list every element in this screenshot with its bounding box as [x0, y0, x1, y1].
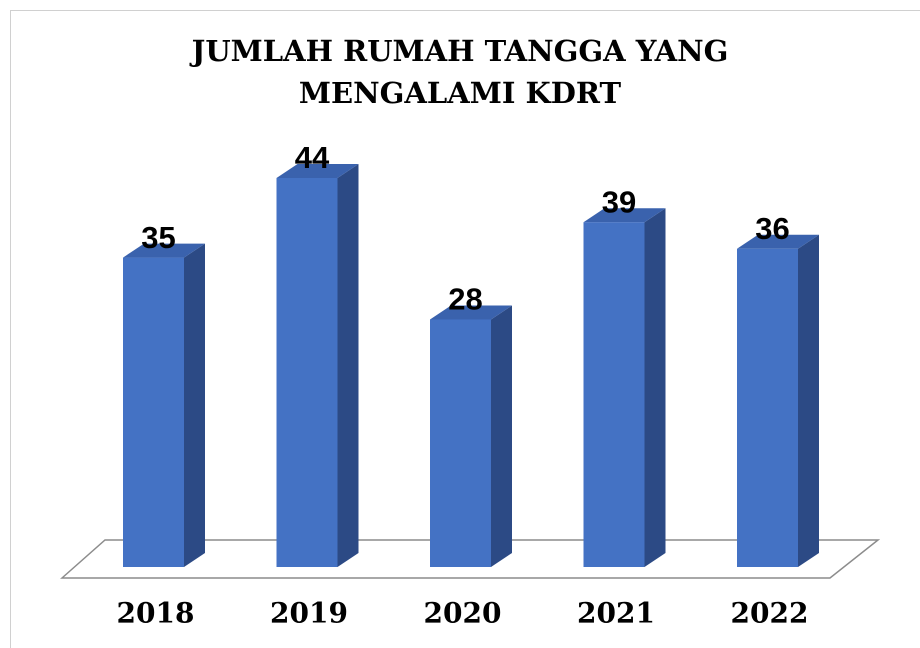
bar-top [737, 234, 819, 249]
x-tick-label: 2019 [270, 597, 348, 630]
bar-side [644, 208, 666, 568]
bar-top [123, 243, 205, 258]
value-label: 44 [295, 140, 330, 175]
chart-title: JUMLAH RUMAH TANGGA YANG MENGALAMI KDRT [191, 34, 729, 110]
bar [737, 248, 798, 567]
bar-top [583, 208, 666, 223]
bar-side [798, 234, 819, 567]
bar [276, 178, 338, 567]
bar [123, 257, 184, 567]
bar-top [430, 305, 512, 320]
value-label: 35 [141, 220, 175, 255]
value-label: 28 [448, 282, 482, 317]
chart-border [10, 10, 920, 648]
bar [430, 319, 491, 567]
x-tick-label: 2018 [117, 597, 195, 630]
value-label: 36 [755, 211, 789, 246]
x-tick-label: 2021 [577, 597, 655, 630]
x-tick-label: 2020 [424, 597, 502, 630]
bar-side [491, 305, 512, 567]
bar [583, 222, 645, 568]
value-label: 39 [602, 184, 636, 219]
bar-top [276, 164, 359, 178]
x-tick-label: 2022 [731, 597, 809, 630]
bar-side [337, 164, 359, 567]
bar-side [184, 243, 205, 567]
